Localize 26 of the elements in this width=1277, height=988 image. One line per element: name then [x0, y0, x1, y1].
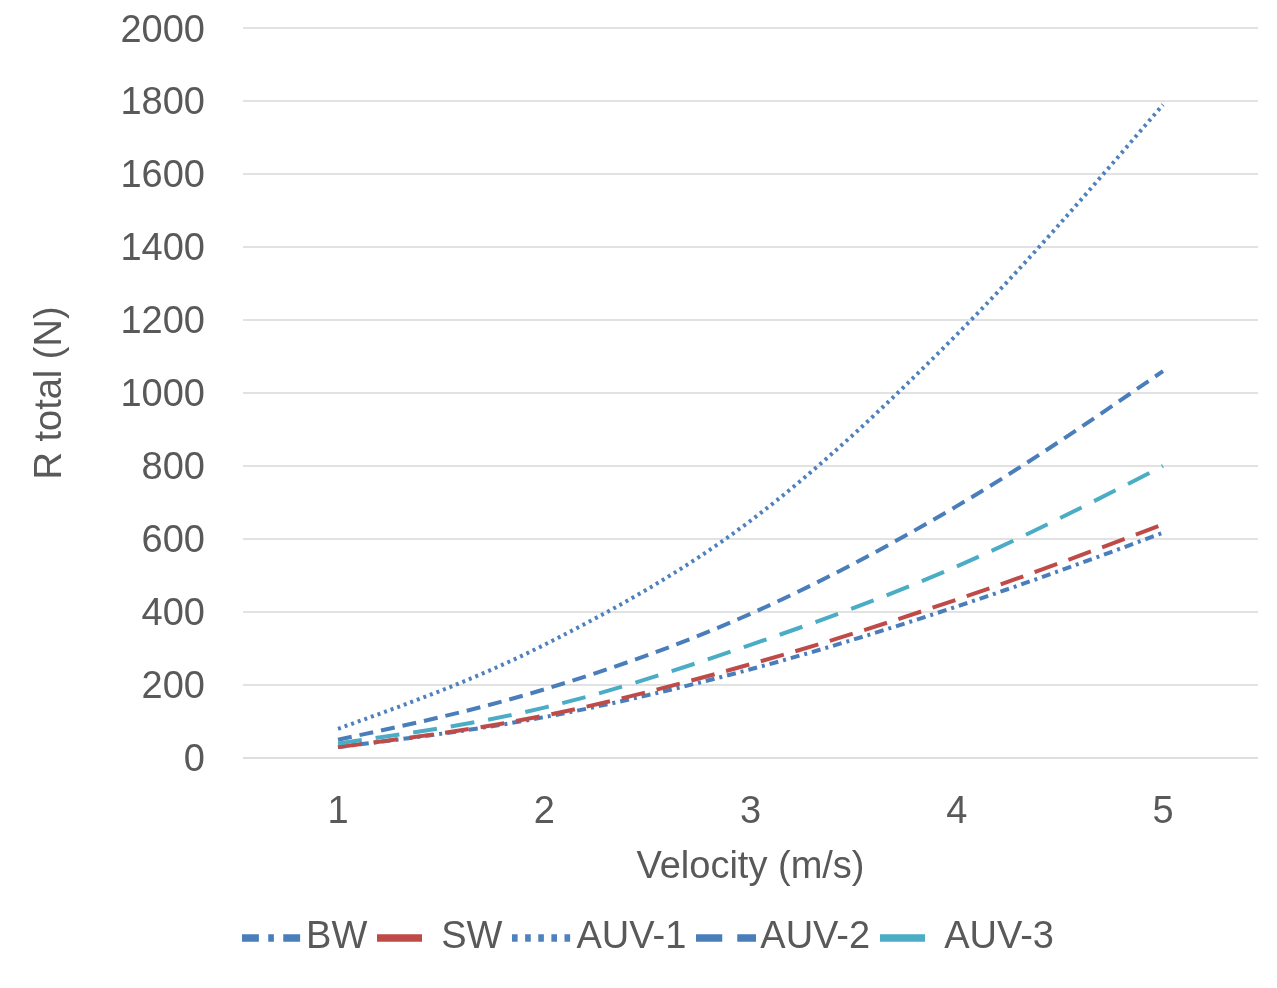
y-tick-label: 1600: [120, 153, 205, 196]
legend-label: SW: [441, 914, 503, 957]
x-tick-label: 4: [946, 788, 968, 831]
y-tick-label: 1200: [120, 299, 205, 342]
line-series: [336, 102, 1165, 731]
y-tick-label: 1000: [120, 372, 205, 415]
x-tick-label: 2: [533, 788, 555, 831]
line-series: [336, 369, 1165, 742]
legend-label: AUV-2: [760, 914, 871, 957]
legend-label: AUV-3: [944, 914, 1054, 957]
y-tick-label: 400: [141, 591, 205, 634]
y-tick-label: 1400: [120, 226, 205, 269]
x-tick-label: 3: [739, 788, 762, 831]
y-axis-title: R total (N): [27, 306, 70, 480]
x-axis-title: Velocity (m/s): [636, 844, 865, 886]
y-tick-label: 1800: [120, 80, 205, 123]
y-tick-label: 200: [141, 664, 205, 707]
y-tick-label: 600: [141, 518, 205, 561]
x-tick-label: 1: [327, 788, 349, 831]
legend-label: AUV-1: [576, 914, 687, 957]
y-tick-label: 2000: [120, 7, 205, 50]
x-tick-label: 5: [1152, 788, 1174, 831]
line-series: [336, 464, 1165, 746]
legend-label: BW: [306, 914, 368, 957]
y-tick-label: 800: [141, 445, 205, 488]
y-tick-label: 0: [183, 737, 205, 780]
